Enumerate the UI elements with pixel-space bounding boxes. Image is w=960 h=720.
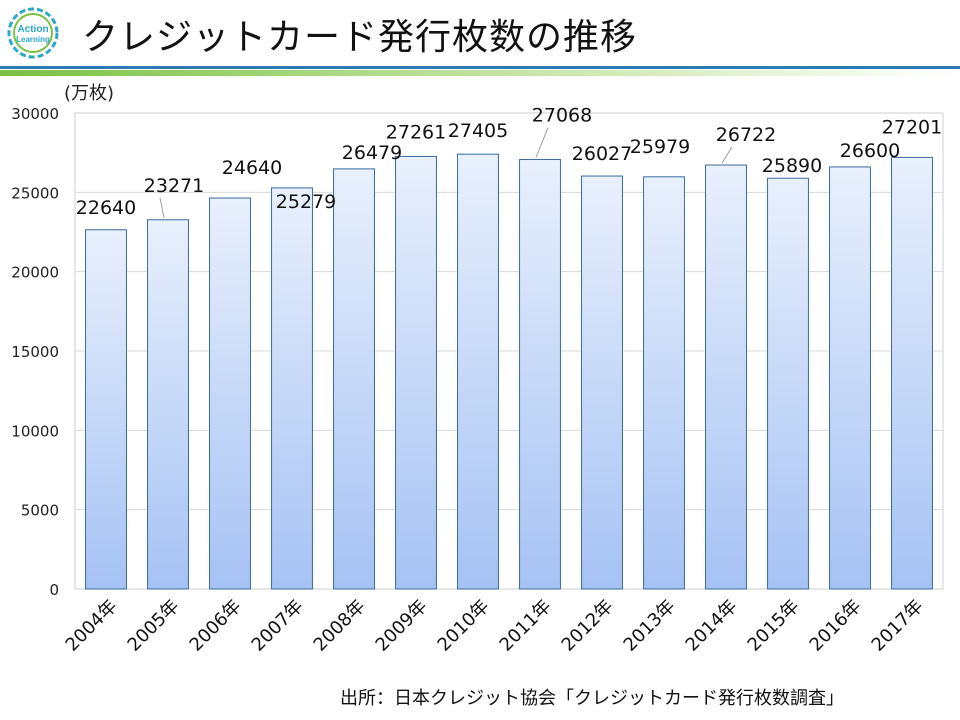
data-label: 25890	[762, 155, 822, 177]
bar-2010年	[457, 153, 499, 590]
data-label: 26600	[840, 140, 900, 162]
action-learning-logo: Action Learning	[7, 7, 59, 59]
bar-2013年	[643, 176, 685, 590]
bar-2004年	[85, 229, 127, 590]
x-tick-label: 2015年	[744, 596, 804, 656]
x-tick-label: 2010年	[434, 596, 494, 656]
data-label: 25979	[630, 136, 690, 158]
x-tick-label: 2012年	[558, 596, 618, 656]
data-label: 26027	[572, 143, 632, 165]
y-tick-label: 30000	[11, 105, 59, 123]
logo-text-line2: Learning	[16, 35, 50, 44]
x-tick-label: 2005年	[124, 596, 184, 656]
x-tick-label: 2007年	[248, 596, 308, 656]
bar-2012年	[581, 175, 623, 590]
x-tick-label: 2013年	[620, 596, 680, 656]
x-tick-label: 2009年	[372, 596, 432, 656]
data-label: 27068	[532, 105, 592, 127]
logo-text-line1: Action	[17, 24, 48, 35]
label-leader-line	[535, 127, 549, 158]
data-label: 25279	[276, 191, 336, 213]
x-tick-label: 2014年	[682, 596, 742, 656]
label-leader-line	[721, 146, 733, 164]
title-underline	[0, 66, 960, 76]
data-label: 26722	[716, 124, 776, 146]
label-leader-line	[159, 197, 165, 218]
bar-2015年	[767, 177, 809, 590]
x-tick-label: 2017年	[868, 596, 928, 656]
data-label: 22640	[76, 197, 136, 219]
bar-2017年	[891, 156, 933, 590]
y-tick-label: 15000	[11, 343, 59, 361]
source-note: 出所：日本クレジット協会「クレジットカード発行枚数調査」	[340, 688, 844, 709]
data-label: 24640	[222, 157, 282, 179]
x-tick-label: 2011年	[496, 596, 556, 656]
bar-2011年	[519, 159, 561, 590]
y-tick-label: 25000	[11, 184, 59, 202]
bar-2006年	[209, 197, 251, 590]
bar-2007年	[271, 187, 313, 590]
x-tick-label: 2004年	[62, 596, 122, 656]
y-unit-label: (万枚)	[64, 83, 114, 104]
y-tick-label: 0	[49, 581, 59, 599]
bar-2016年	[829, 166, 871, 590]
y-tick-label: 20000	[11, 264, 59, 282]
bar-2005年	[147, 219, 189, 590]
bar-2009年	[395, 155, 437, 590]
bar-2008年	[333, 168, 375, 590]
data-label: 27201	[882, 116, 942, 138]
y-tick-label: 10000	[11, 422, 59, 440]
data-label: 26479	[342, 142, 402, 164]
data-label: 27405	[448, 120, 508, 142]
x-tick-label: 2006年	[186, 596, 246, 656]
data-label: 23271	[144, 175, 204, 197]
x-tick-label: 2016年	[806, 596, 866, 656]
data-label: 27261	[386, 121, 446, 143]
bar-2014年	[705, 164, 747, 590]
page-title: クレジットカード発行枚数の推移	[82, 17, 638, 58]
y-tick-label: 5000	[21, 502, 59, 520]
x-tick-label: 2008年	[310, 596, 370, 656]
